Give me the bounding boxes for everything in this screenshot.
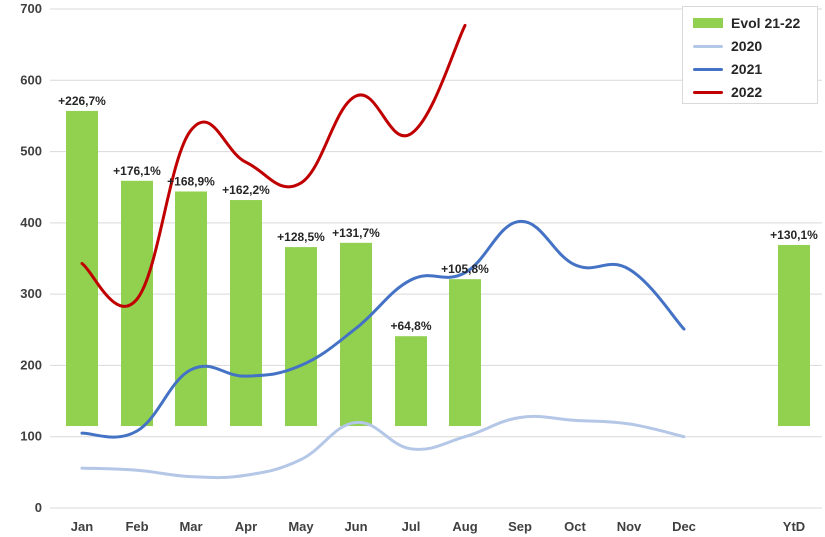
legend-label: Evol 21-22 [731, 15, 801, 31]
x-tick-label: Aug [452, 519, 477, 534]
bar-data-label: +131,7% [332, 226, 380, 240]
y-tick-label: 700 [20, 1, 42, 16]
legend-swatch [693, 90, 723, 94]
legend-item-2020: 2020 [693, 36, 762, 56]
legend-label: 2020 [731, 38, 763, 54]
y-axis: 0 100 200 300 400 500 600 700 [20, 1, 42, 515]
bar [230, 200, 262, 427]
bar-data-label: +162,2% [222, 183, 270, 197]
x-tick-label: Sep [508, 519, 532, 534]
x-tick-label: Apr [235, 519, 257, 534]
series-line [80, 414, 686, 480]
y-tick-label: 200 [20, 357, 42, 372]
x-tick-label: Jul [402, 519, 421, 534]
bar-data-label: +176,1% [113, 164, 161, 178]
x-tick-label: Dec [672, 519, 696, 534]
legend-swatch [693, 44, 723, 48]
y-tick-label: 500 [20, 144, 42, 159]
series-line [80, 23, 467, 308]
y-tick-label: 300 [20, 286, 42, 301]
bar [175, 191, 207, 427]
legend-item-2021: 2021 [693, 59, 762, 79]
x-tick-label: Mar [179, 519, 202, 534]
bar-data-label: +128,5% [277, 230, 325, 244]
bar-data-label: +130,1% [770, 228, 818, 242]
x-axis: Jan Feb Mar Apr May Jun Jul Aug Sep Oct Nov Dec YtD [71, 519, 805, 534]
bar [285, 247, 317, 427]
x-tick-label: Jun [344, 519, 367, 534]
legend-label: 2022 [731, 84, 763, 100]
legend: Evol 21-22 2020 2021 2022 [682, 6, 818, 104]
bar [449, 279, 481, 427]
y-tick-label: 400 [20, 215, 42, 230]
y-tick-label: 0 [35, 500, 42, 515]
x-tick-label: May [288, 519, 314, 534]
bar [121, 180, 153, 427]
legend-swatch [693, 67, 723, 71]
bar-series [66, 110, 810, 427]
legend-label: 2021 [731, 61, 763, 77]
series-line [80, 219, 686, 439]
bar [778, 244, 810, 427]
y-tick-label: 100 [20, 429, 42, 444]
bar [66, 110, 98, 427]
y-tick-label: 600 [20, 72, 42, 87]
legend-item-evol: Evol 21-22 [693, 13, 800, 33]
bar-data-label: +226,7% [58, 94, 106, 108]
x-tick-label: Feb [125, 519, 148, 534]
bar [395, 336, 427, 427]
data-labels: +226,7% +176,1% +168,9% +162,2% +128,5% +131,… [58, 94, 818, 333]
legend-item-2022: 2022 [693, 82, 762, 102]
legend-swatch [693, 18, 723, 28]
bar-data-label: +64,8% [390, 319, 431, 333]
x-tick-label: Nov [617, 519, 642, 534]
x-tick-label: YtD [783, 519, 805, 534]
x-tick-label: Jan [71, 519, 93, 534]
bar-data-label: +105,8% [441, 262, 489, 276]
bar [340, 242, 372, 427]
line-series [80, 23, 686, 480]
x-tick-label: Oct [564, 519, 586, 534]
bar-data-label: +168,9% [167, 174, 215, 188]
